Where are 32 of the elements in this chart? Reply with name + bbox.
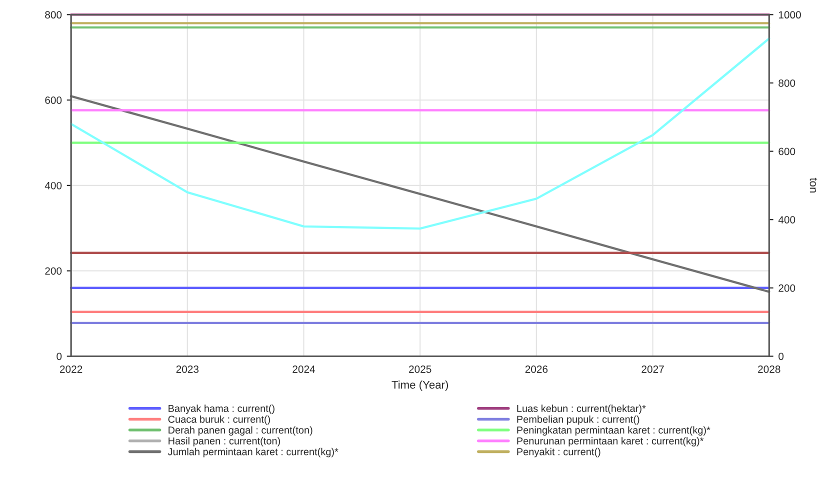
y2-tick-label: 600 xyxy=(778,148,796,156)
legend-label: Banyak hama : current() xyxy=(168,404,274,414)
line-series xyxy=(70,37,770,230)
y-tick-label: 200 xyxy=(45,267,62,275)
x-tick-label: 2024 xyxy=(292,366,316,373)
y-tick-label: 0 xyxy=(56,352,62,360)
legend-label: Derah panen gagal : current(ton) xyxy=(168,426,312,436)
y2-axis-title: ton xyxy=(810,178,818,192)
legend-label: Pembelian pupuk : current() xyxy=(517,415,640,425)
x-tick-label: 2023 xyxy=(176,366,199,373)
x-tick-label: 2022 xyxy=(60,366,82,373)
legend-label: Cuaca buruk : current() xyxy=(168,415,270,425)
y-tick-label: 600 xyxy=(45,96,62,104)
y-tick-label: 400 xyxy=(44,182,62,190)
x-tick-label: 2026 xyxy=(525,366,548,373)
legend-label: Peningkatan permintaan karet : current(kg)* xyxy=(517,426,710,436)
y-tick-label: 800 xyxy=(45,11,62,19)
line-series xyxy=(70,95,770,293)
x-axis-title: Time (Year) xyxy=(392,380,448,391)
y2-tick-label: 0 xyxy=(778,352,784,360)
legend-label: Hasil panen : current(ton) xyxy=(168,437,280,446)
y2-tick-label: 200 xyxy=(778,284,796,292)
y2-tick-label: 800 xyxy=(778,79,796,87)
y2-tick-label: 400 xyxy=(778,216,796,224)
legend-label: Luas kebun : current(hektar)* xyxy=(517,404,646,414)
x-tick-label: 2027 xyxy=(642,366,664,373)
x-tick-label: 2025 xyxy=(409,366,432,373)
legend-label: Penurunan permintaan karet : current(kg)* xyxy=(517,437,704,446)
x-tick-label: 2028 xyxy=(758,366,780,373)
y2-tick-label: 1000 xyxy=(778,11,801,19)
legend-label: Jumlah permintaan karet : current(kg)* xyxy=(168,448,338,458)
legend-label: Penyakit : current() xyxy=(517,448,600,458)
